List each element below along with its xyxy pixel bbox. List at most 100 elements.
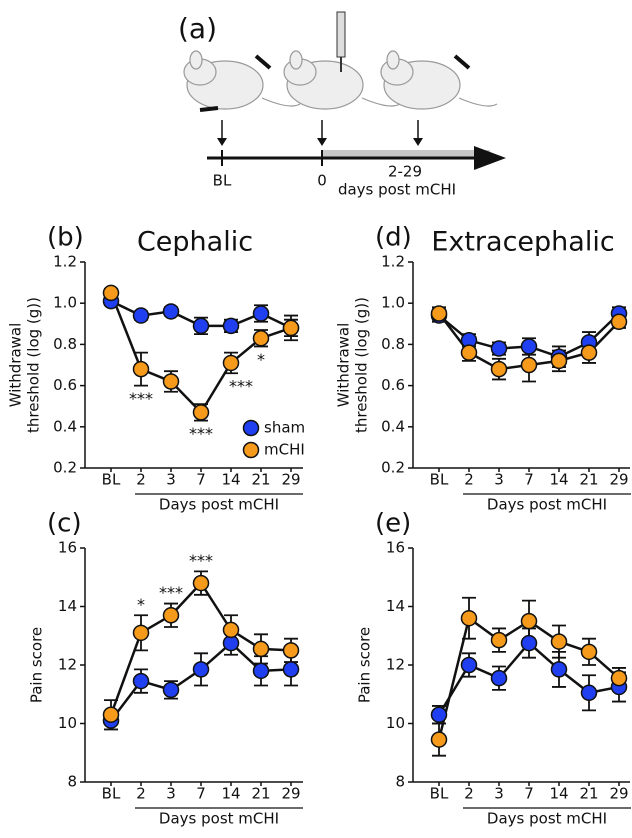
data-point [460,344,478,361]
data-point [192,661,210,678]
y-axis-label: Withdrawal [335,323,353,408]
y-tick-label: 1.2 [53,253,77,271]
schematic: (a) BL 0 2-29 days post mCHI [178,11,506,199]
data-point [162,303,180,320]
annotation: *** [189,551,213,570]
data-point [490,631,508,649]
data-point [192,317,210,335]
data-point [490,669,508,687]
panel: (b) Cephalic Withdrawal threshold (log (g))… [7,223,306,514]
data-point [282,319,300,337]
data-point [520,612,538,630]
data-point [610,669,628,687]
data-point [252,305,270,322]
data-point [580,684,598,702]
y-tick-label: 0.8 [53,335,77,353]
y-tick-label: 0.4 [53,417,77,435]
data-point [162,681,180,699]
y-axis-label: Pain score [28,627,46,703]
data-point [580,643,598,661]
x-tick-label: 3 [494,471,504,489]
x-tick-label: 29 [281,471,300,489]
y-tick-label: 8 [395,773,405,791]
data-point [282,661,300,678]
data-point [162,373,180,390]
x-tick-label: BL [430,471,449,489]
syringe [336,11,346,58]
timeline-head [474,146,506,170]
y-tick-label: 0.2 [53,459,77,477]
y-tick-label: 1.2 [381,253,405,271]
y-tick-label: 10 [58,714,77,732]
data-point [460,656,478,674]
timepoint: 2-29 [388,163,422,181]
x-tick-label: 29 [609,471,628,489]
mouse-icons [183,50,498,110]
data-point [132,624,150,642]
annotation: * [257,350,265,369]
caption: days post mCHI [338,181,456,199]
x-axis-label: Days post mCHI [487,810,607,828]
x-tick-label: 7 [524,471,534,489]
x-tick-label: 29 [609,785,628,803]
chart-title: Cephalic [137,227,253,258]
arrows [221,120,419,140]
y-tick-label: 10 [386,714,405,732]
annotation: *** [189,424,213,443]
legend-label: sham [264,419,305,437]
y-tick-label: 14 [58,597,77,615]
y-tick-label: 0.6 [53,376,77,394]
legend-marker [242,441,260,459]
y-tick-label: 0.6 [381,376,405,394]
x-tick-label: 29 [281,785,300,803]
annotation: *** [229,377,253,396]
data-point [490,360,508,378]
panel-label: (d) [375,223,412,253]
x-tick-label: 14 [549,785,568,803]
data-point [520,338,538,355]
x-tick-label: 21 [251,471,270,489]
y-tick-label: 16 [386,539,405,557]
annotation: *** [129,389,153,408]
x-tick-label: BL [102,785,121,803]
data-point [580,344,598,361]
data-point [162,607,180,624]
data-point [192,574,210,592]
y-axis-label: threshold (log (g)) [25,297,43,433]
data-point [222,621,240,639]
data-point [610,313,628,330]
y-tick-label: 14 [386,597,405,615]
timepoint: BL [213,172,232,190]
data-point [430,305,448,322]
y-tick-label: 1.0 [53,294,77,312]
data-point [222,354,240,372]
x-axis-label: Days post mCHI [159,810,279,828]
x-tick-label: 3 [166,785,176,803]
data-point [132,360,150,378]
data-point [550,661,568,678]
x-axis-label: Days post mCHI [159,496,279,514]
data-point [132,307,150,324]
panel-label: (a) [178,12,217,45]
period-bar [322,150,490,157]
y-tick-label: 8 [67,773,77,791]
x-tick-label: 2 [136,471,146,489]
x-axis-label: Days post mCHI [487,496,607,514]
data-point [192,404,210,421]
y-tick-label: 12 [58,656,77,674]
panel-label: (c) [47,509,82,539]
data-point [132,672,150,690]
data-point [460,609,478,627]
x-tick-label: 7 [524,785,534,803]
y-axis-label: Pain score [356,627,374,703]
x-tick-label: 2 [464,785,474,803]
x-tick-label: 7 [196,785,206,803]
data-point [430,731,448,748]
data-point [102,284,120,302]
x-tick-label: 14 [221,471,240,489]
data-point [490,340,508,357]
y-axis-label: threshold (log (g)) [353,297,371,433]
